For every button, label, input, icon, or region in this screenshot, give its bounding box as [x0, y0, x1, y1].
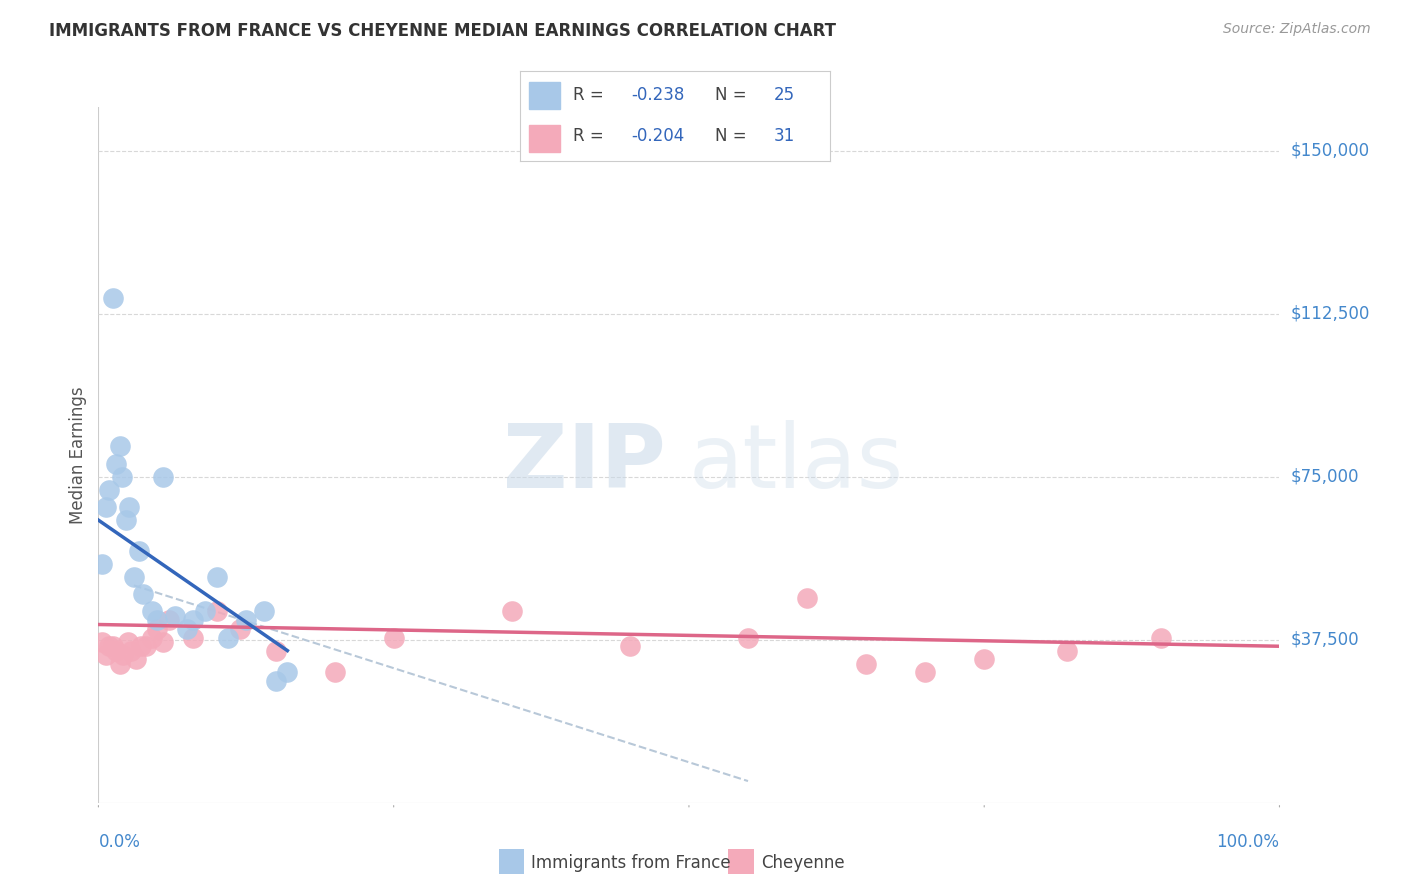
- Text: R =: R =: [572, 128, 609, 145]
- Text: 31: 31: [773, 128, 796, 145]
- Point: [101, 291, 124, 305]
- Point: [152, 635, 174, 649]
- Point: [98, 639, 121, 653]
- Point: [264, 674, 287, 689]
- Text: IMMIGRANTS FROM FRANCE VS CHEYENNE MEDIAN EARNINGS CORRELATION CHART: IMMIGRANTS FROM FRANCE VS CHEYENNE MEDIA…: [49, 22, 837, 40]
- Point: [111, 469, 134, 483]
- Point: [1150, 631, 1173, 645]
- Point: [855, 657, 877, 671]
- Point: [108, 439, 131, 453]
- Point: [132, 587, 155, 601]
- Point: [205, 605, 228, 619]
- Text: N =: N =: [716, 128, 752, 145]
- Text: N =: N =: [716, 87, 752, 104]
- Point: [501, 605, 523, 619]
- Point: [205, 570, 228, 584]
- Point: [264, 643, 287, 657]
- FancyBboxPatch shape: [530, 125, 561, 152]
- Text: atlas: atlas: [689, 420, 904, 508]
- Point: [157, 613, 180, 627]
- Point: [914, 665, 936, 680]
- Text: R =: R =: [572, 87, 609, 104]
- Point: [181, 613, 204, 627]
- Point: [141, 605, 163, 619]
- Point: [382, 631, 405, 645]
- Point: [796, 591, 818, 606]
- Point: [619, 639, 641, 653]
- Point: [141, 631, 163, 645]
- Point: [165, 608, 187, 623]
- Text: 0.0%: 0.0%: [98, 833, 141, 851]
- Text: $37,500: $37,500: [1291, 631, 1360, 648]
- Point: [94, 500, 117, 514]
- Text: -0.238: -0.238: [631, 87, 685, 104]
- Point: [108, 657, 131, 671]
- Point: [194, 605, 217, 619]
- Point: [229, 622, 252, 636]
- Point: [91, 557, 114, 571]
- Point: [973, 652, 995, 666]
- Point: [128, 543, 150, 558]
- Point: [91, 635, 114, 649]
- Point: [146, 622, 169, 636]
- Point: [105, 643, 128, 657]
- Point: [101, 639, 124, 653]
- Text: ZIP: ZIP: [502, 420, 665, 508]
- Text: $75,000: $75,000: [1291, 467, 1360, 485]
- Text: Cheyenne: Cheyenne: [761, 854, 844, 871]
- Text: $112,500: $112,500: [1291, 304, 1369, 323]
- Point: [114, 513, 136, 527]
- Point: [176, 622, 198, 636]
- Point: [122, 570, 145, 584]
- Point: [117, 635, 139, 649]
- Point: [253, 605, 276, 619]
- Point: [146, 613, 169, 627]
- Text: 100.0%: 100.0%: [1216, 833, 1279, 851]
- Point: [152, 469, 174, 483]
- Text: 25: 25: [773, 87, 794, 104]
- Point: [129, 639, 152, 653]
- Point: [737, 631, 759, 645]
- Point: [94, 648, 117, 662]
- Point: [276, 665, 298, 680]
- Point: [135, 639, 157, 653]
- Point: [98, 483, 121, 497]
- Point: [1056, 643, 1078, 657]
- Point: [118, 500, 141, 514]
- Point: [181, 631, 204, 645]
- Y-axis label: Median Earnings: Median Earnings: [69, 386, 87, 524]
- Point: [217, 631, 239, 645]
- Point: [125, 652, 148, 666]
- Point: [235, 613, 257, 627]
- Point: [121, 643, 143, 657]
- FancyBboxPatch shape: [530, 82, 561, 109]
- Point: [323, 665, 346, 680]
- Text: Immigrants from France: Immigrants from France: [531, 854, 731, 871]
- Text: $150,000: $150,000: [1291, 142, 1369, 160]
- Text: Source: ZipAtlas.com: Source: ZipAtlas.com: [1223, 22, 1371, 37]
- Point: [105, 457, 128, 471]
- Point: [112, 648, 135, 662]
- Text: -0.204: -0.204: [631, 128, 685, 145]
